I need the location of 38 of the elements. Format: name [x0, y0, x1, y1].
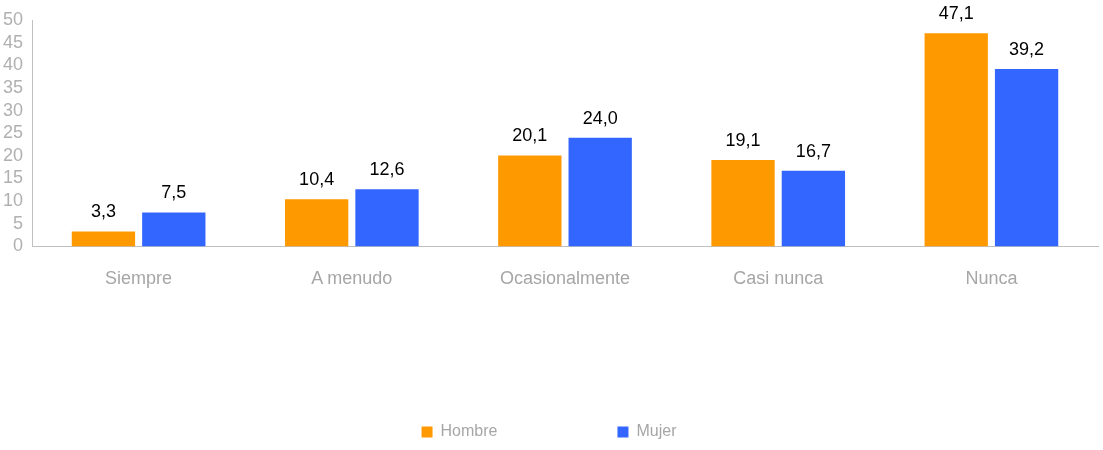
data-label: 7,5 — [161, 182, 187, 203]
data-label: 10,4 — [299, 169, 335, 190]
bar — [355, 189, 419, 247]
y-tick-label: 5 — [13, 212, 24, 233]
bar — [568, 137, 632, 247]
x-tick-label: Nunca — [965, 268, 1019, 289]
data-label: 20,1 — [512, 125, 548, 146]
bar — [711, 159, 775, 247]
x-tick-label: Casi nunca — [733, 268, 825, 289]
bar — [994, 68, 1059, 247]
data-label: 3,3 — [90, 201, 116, 222]
y-tick-label: 0 — [13, 235, 24, 256]
bar — [142, 212, 206, 247]
y-tick-label: 35 — [2, 76, 24, 97]
x-tick-label: Siempre — [105, 268, 173, 289]
y-tick-label: 10 — [2, 190, 24, 211]
y-tick-label: 20 — [2, 144, 24, 165]
bar — [781, 170, 846, 247]
y-tick-label: 15 — [2, 167, 24, 188]
data-label: 12,6 — [369, 159, 405, 180]
y-tick-label: 40 — [2, 54, 24, 75]
data-label: 24,0 — [582, 107, 618, 128]
y-tick-label: 50 — [2, 8, 24, 29]
bar — [71, 231, 136, 247]
legend-label: Mujer — [636, 422, 678, 440]
data-label: 16,7 — [795, 140, 831, 161]
y-tick-label: 25 — [2, 122, 24, 143]
x-tick-label: A menudo — [311, 268, 393, 289]
y-tick-label: 30 — [2, 99, 24, 120]
bar — [498, 155, 562, 247]
data-label: 19,1 — [725, 129, 761, 150]
x-tick-label: Ocasionalmente — [499, 268, 631, 289]
y-tick-label: 45 — [2, 31, 24, 52]
legend-label: Hombre — [440, 422, 498, 440]
bar — [924, 33, 988, 247]
data-label: 39,2 — [1009, 38, 1045, 59]
bar — [284, 199, 349, 247]
data-label: 47,1 — [938, 3, 974, 24]
